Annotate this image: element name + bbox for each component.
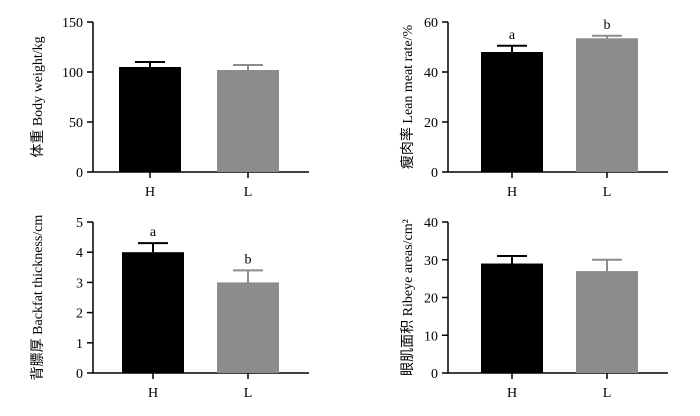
significance-letter: a: [150, 225, 157, 240]
y-tick-label: 0: [76, 166, 83, 181]
x-tick-label: H: [148, 386, 158, 401]
y-axis-label: 瘦肉率 Lean meat rate/%: [399, 25, 416, 170]
y-tick-label: 10: [424, 329, 438, 344]
x-tick-label: L: [603, 386, 612, 401]
x-tick-label: H: [507, 185, 517, 200]
chart-panel-4: 0 10 20 30 40 眼肌面积 Ribeye areas/cm² H L: [400, 216, 668, 401]
y-tick-label: 60: [424, 16, 438, 31]
y-tick-label: 50: [69, 116, 83, 131]
y-tick-label: 3: [76, 276, 83, 291]
bar-L: [217, 70, 279, 172]
bar-L: [576, 271, 638, 373]
bar-H: [122, 252, 184, 373]
y-tick-label: 20: [424, 292, 438, 307]
significance-letter: b: [604, 18, 611, 33]
y-tick-label: 30: [424, 254, 438, 269]
y-tick-label: 40: [424, 66, 438, 81]
y-tick-label: 0: [76, 367, 83, 382]
y-tick-label: 0: [431, 166, 438, 181]
y-tick-label: 5: [76, 216, 83, 231]
y-tick-label: 2: [76, 307, 83, 322]
x-tick-label: H: [145, 185, 155, 200]
x-tick-label: H: [507, 386, 517, 401]
y-tick-label: 0: [431, 367, 438, 382]
x-tick-label: L: [603, 185, 612, 200]
y-axis-label: 眼肌面积 Ribeye areas/cm²: [400, 219, 416, 376]
x-tick-label: L: [244, 185, 253, 200]
significance-letter: b: [245, 252, 252, 267]
y-tick-label: 100: [62, 66, 83, 81]
y-tick-label: 20: [424, 116, 438, 131]
y-tick-label: 40: [424, 216, 438, 231]
significance-letter: a: [509, 28, 516, 43]
y-tick-label: 1: [76, 337, 83, 352]
bar-L: [576, 38, 638, 172]
bar-L: [217, 282, 279, 373]
y-tick-label: 4: [76, 246, 83, 261]
chart-panel-3: 0 1 2 3 4 5 背膘厚 Backfat thickness/cm Ha Lb: [30, 215, 309, 401]
chart-panel-2: 0 20 40 60 瘦肉率 Lean meat rate/% Ha Lb: [399, 16, 668, 200]
y-tick-label: 150: [62, 16, 83, 31]
bar-H: [481, 263, 543, 373]
bar-H: [119, 67, 181, 172]
bar-H: [481, 52, 543, 172]
y-axis-label: 体重 Body weight/kg: [30, 36, 46, 157]
x-tick-label: L: [244, 386, 253, 401]
y-axis-label: 背膘厚 Backfat thickness/cm: [30, 215, 46, 381]
chart-panel-1: 0 50 100 150 体重 Body weight/kg H L: [30, 16, 309, 200]
